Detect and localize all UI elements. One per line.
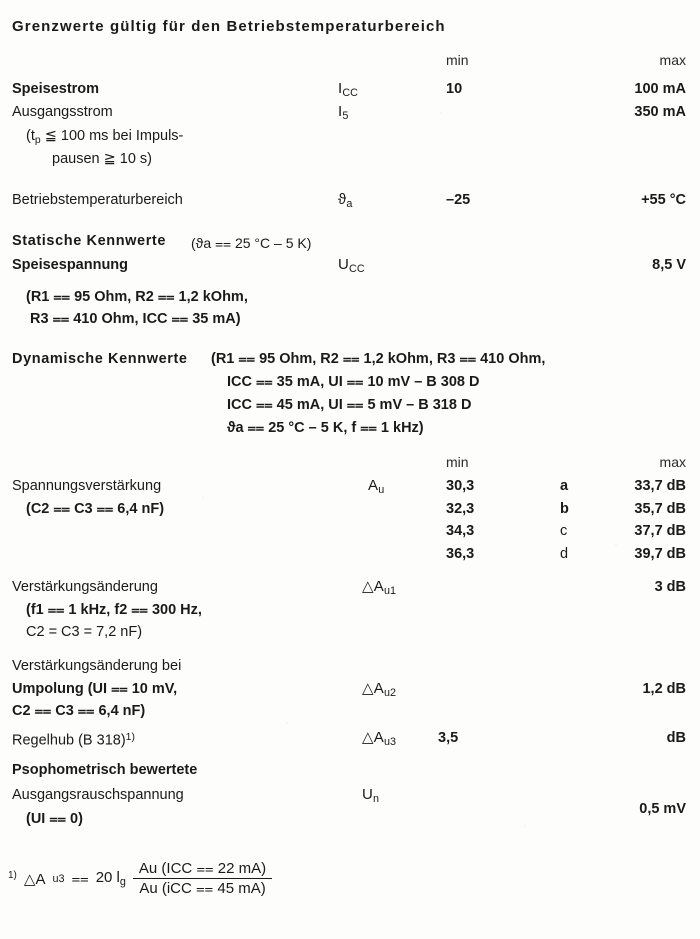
noise-label-line-2: Ausgangsrauschspannung [12, 787, 184, 803]
row-min: 32,3 [446, 501, 475, 517]
gain-change-1-note-2: C2 = C3 = 7,2 nF) [26, 624, 143, 640]
footnote-factor-text: 20 l [95, 868, 120, 886]
row-max: 39,7 dB [634, 546, 686, 562]
dynamic-condition-1: (R1 ⩵ 95 Ohm, R2 ⩵ 1,2 kOhm, R3 ⩵ 410 Oh… [211, 351, 546, 367]
symbol-subscript: a [346, 198, 353, 211]
column-header-min: min [446, 454, 469, 470]
row-label: Regelhub (B 318)1) [12, 729, 135, 749]
row-min: 10 [446, 81, 463, 97]
static-note-line-1: (R1 ⩵ 95 Ohm, R2 ⩵ 1,2 kOhm, [26, 289, 248, 305]
symbol-base: U [362, 786, 374, 803]
dynamic-condition-4: ϑa ⩵ 25 °C – 5 K, f ⩵ 1 kHz) [227, 420, 424, 436]
column-header-max: max [659, 454, 686, 470]
row-symbol: △Au3 [362, 729, 396, 751]
dynamic-condition-3: ICC ⩵ 45 mA, UI ⩵ 5 mV – B 318 D [227, 397, 472, 413]
section-heading-dynamic: Dynamische Kennwerte [12, 351, 188, 367]
row-label: Speisespannung [12, 257, 129, 273]
row-label-text: Regelhub (B 318) [12, 732, 126, 749]
static-note-line-2: R3 ⩵ 410 Ohm, ICC ⩵ 35 mA) [30, 311, 241, 327]
delta-icon: △A [362, 729, 384, 746]
symbol-subscript: u2 [383, 687, 396, 700]
gain-note: (C2 ⩵ C3 ⩵ 6,4 nF) [26, 501, 165, 517]
footnote-factor-subscript: g [119, 876, 126, 888]
delta-icon: △A [362, 680, 384, 697]
row-max: 100 mA [634, 81, 686, 97]
row-max: 33,7 dB [634, 478, 686, 494]
delta-icon: △A [23, 870, 46, 888]
noise-label-line-1: Psophometrisch bewertete [12, 762, 198, 778]
row-symbol: Au [368, 477, 384, 499]
gain-change-2-label-line-1: Verstärkungsänderung bei [12, 658, 182, 674]
row-max: 3 dB [654, 579, 686, 595]
footnote: 1) △A u3 ⩵ 20 lg Au (ICC ⩵ 22 mA) Au (iCC… [8, 860, 273, 897]
row-max: 35,7 dB [634, 501, 686, 517]
column-header-min: min [446, 52, 469, 68]
row-min: 3,5 [438, 730, 459, 746]
row-symbol: Un [362, 786, 379, 808]
row-label: Speisestrom [12, 81, 100, 97]
row-symbol: △Au2 [362, 680, 396, 702]
pulse-note-line-2: pausen ≧ 10 s) [52, 151, 153, 167]
column-header-max: max [659, 52, 686, 68]
footnote-factor: 20 lg [96, 869, 126, 888]
symbol-subscript: u3 [383, 736, 396, 749]
row-min: 30,3 [446, 478, 475, 494]
footnote-marker: 1) [125, 732, 135, 743]
symbol-subscript: u [378, 484, 385, 497]
symbol-subscript: n [373, 793, 380, 806]
footnote-lhs-subscript: u3 [52, 872, 65, 885]
symbol-base: U [338, 256, 350, 273]
row-min: 34,3 [446, 523, 475, 539]
footnote-fraction: Au (ICC ⩵ 22 mA) Au (iCC ⩵ 45 mA) [132, 860, 273, 897]
row-symbol: UCC [338, 256, 365, 278]
noise-label-line-3: (UI ⩵ 0) [26, 811, 83, 827]
gain-change-1-note-1: (f1 ⩵ 1 kHz, f2 ⩵ 300 Hz, [26, 602, 202, 618]
pulse-note-subscript: p [34, 134, 41, 146]
fraction-denominator: Au (iCC ⩵ 45 mA) [132, 878, 273, 897]
row-grade: d [560, 546, 569, 562]
row-symbol: △Au1 [362, 578, 396, 600]
gain-change-2-label-line-3: C2 ⩵ C3 ⩵ 6,4 nF) [12, 703, 146, 719]
pulse-note-text: ≦ 100 ms bei Impuls- [44, 128, 184, 144]
symbol-base: ϑ [338, 191, 347, 208]
dynamic-condition-2: ICC ⩵ 35 mA, UI ⩵ 10 mV – B 308 D [227, 374, 480, 390]
page-title: Grenzwerte gültig für den Betriebstemper… [12, 18, 446, 35]
symbol-subscript: CC [349, 263, 365, 276]
row-symbol: ICC [338, 80, 358, 102]
row-label: Ausgangsstrom [12, 104, 113, 120]
section-heading-static: Statische Kennwerte [12, 233, 167, 249]
pulse-note-line-1: (tp ≦ 100 ms bei Impuls- [26, 128, 184, 146]
row-label: Spannungsverstärkung [12, 478, 162, 494]
symbol-base: I [338, 103, 343, 120]
row-max: 0,5 mV [639, 801, 686, 817]
row-min: 36,3 [446, 546, 475, 562]
symbol-base: I [338, 80, 343, 97]
footnote-marker: 1) [8, 870, 17, 881]
row-max: +55 °C [641, 192, 686, 208]
row-label: Betriebstemperaturbereich [12, 192, 183, 208]
row-min: –25 [446, 192, 471, 208]
footnote-equals: ⩵ [71, 870, 89, 887]
row-grade: c [560, 523, 568, 539]
row-symbol: I5 [338, 103, 348, 125]
symbol-subscript: u1 [383, 585, 396, 598]
symbol-subscript: 5 [342, 110, 349, 123]
delta-icon: △A [362, 578, 384, 595]
gain-change-2-label-line-2: Umpolung (UI ⩵ 10 mV, [12, 681, 178, 697]
fraction-numerator: Au (ICC ⩵ 22 mA) [138, 860, 267, 877]
static-condition: (ϑa ⩵ 25 °C – 5 K) [191, 235, 312, 251]
row-symbol: ϑa [338, 191, 352, 213]
row-label: Verstärkungsänderung [12, 579, 158, 595]
row-max: 8,5 V [652, 257, 686, 273]
row-max: 350 mA [634, 104, 686, 120]
row-max: 1,2 dB [642, 681, 686, 697]
row-grade: b [560, 501, 569, 517]
row-max: dB [666, 730, 686, 746]
symbol-base: A [368, 477, 379, 494]
symbol-subscript: CC [342, 87, 358, 100]
row-grade: a [560, 478, 569, 494]
row-max: 37,7 dB [634, 523, 686, 539]
